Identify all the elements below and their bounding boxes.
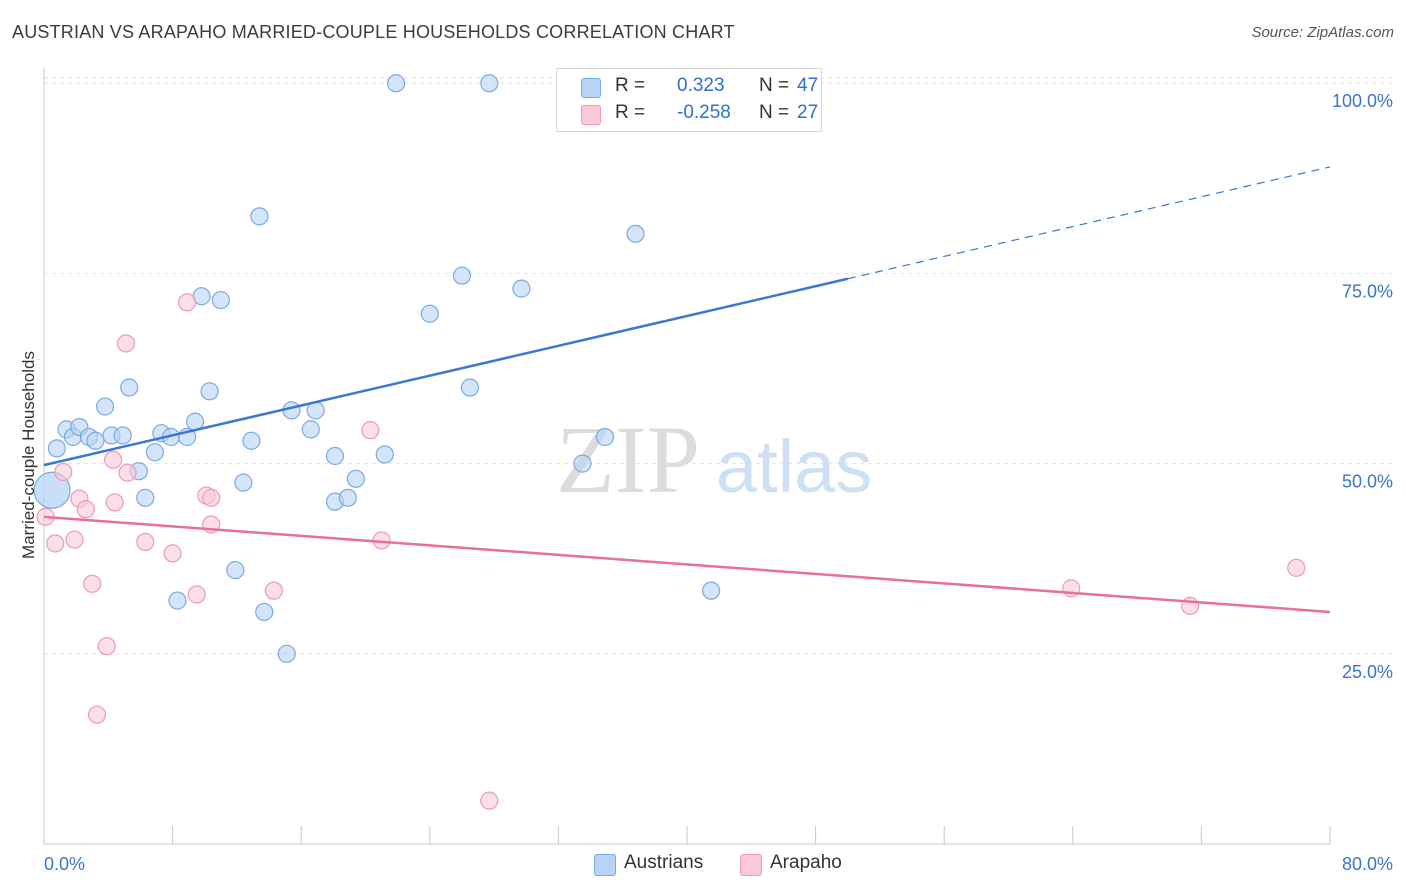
arapaho-point [187,585,206,604]
austrians-point [136,488,155,507]
austrians-trend-extension [847,166,1331,280]
austrians-point [120,378,139,397]
arapaho-point [264,581,283,600]
arapaho-point [76,500,95,519]
austrians-point [702,581,721,600]
austrians-point [250,207,269,226]
legend-n-value: 47 [797,75,819,96]
y-tick-label: 50.0% [1342,472,1393,492]
legend-r-label: R = [615,75,646,96]
legend-n-label: N = [759,102,790,123]
austrians-point [168,591,187,610]
arapaho-point [177,293,197,312]
austrians-trend-line [43,277,849,467]
arapaho-point [46,534,65,553]
legend-r-label: R = [615,102,646,123]
arapaho-point [116,334,136,353]
x-tick-label: 80.0% [1342,854,1393,874]
austrians-point [420,304,439,323]
austrians-point [113,426,132,445]
axes-layer: 25.0% 50.0% 75.0% 100.0% 0.0% 80.0% [43,68,1393,874]
austrians-point [200,382,219,401]
austrians-point [626,224,645,243]
arapaho-point [54,462,73,482]
austrians-point [145,443,165,462]
chart-title: AUSTRIAN VS ARAPAHO MARRIED-COUPLE HOUSE… [12,22,735,42]
austrians-point [255,602,274,622]
arapaho-point [202,488,221,507]
arapaho-point [1287,558,1306,577]
watermark-atlas: atlas [716,425,872,508]
arapaho-point [480,791,499,810]
austrians-point [325,446,345,466]
austrians-point [460,378,480,397]
legend-r-value: -0.258 [677,102,731,123]
trend-layer [43,166,1331,614]
austrians-point [234,473,253,492]
source-label: Source: ZipAtlas.com [1251,24,1394,41]
austrians-point [33,471,71,509]
x-tick-label: 0.0% [44,854,85,874]
arapaho-point [118,463,137,482]
austrians-point [386,74,406,93]
legend-n-value: 27 [797,102,819,123]
arapaho-point [163,544,182,563]
y-tick-label: 100.0% [1332,91,1393,111]
arapaho-point [65,530,84,549]
austrians-point [47,439,66,458]
austrians-point [512,279,531,298]
bottom-legend-swatch-arapaho [740,854,762,876]
austrians-point [375,445,394,464]
austrians-point [301,420,320,439]
arapaho-point [97,637,116,656]
austrians-point [86,431,105,450]
arapaho-point [105,493,124,512]
watermark: ZIP atlas [556,406,872,513]
arapaho-point [1181,596,1200,615]
bottom-legend-label-arapaho: Arapaho [770,852,842,873]
arapaho-point [83,574,102,593]
austrians-point [595,427,615,447]
y-tick-label: 75.0% [1342,281,1393,301]
bottom-legend-swatch-austrians [594,854,616,876]
arapaho-trend-line [43,515,1331,614]
arapaho-point [87,705,107,724]
legend-r-value: 0.323 [677,75,725,96]
legend-box: R = 0.323 N = 47 R = -0.258 N = 27 [556,68,822,132]
austrians-point [573,454,592,473]
arapaho-point [104,450,123,469]
arapaho-point [361,421,380,440]
austrians-point [242,431,261,450]
arapaho-point [136,532,155,552]
bottom-legend-label-austrians: Austrians [624,852,704,873]
austrians-point [211,290,230,310]
y-tick-label: 25.0% [1342,662,1393,682]
austrians-point [277,644,296,663]
legend-swatch-arapaho [581,105,601,125]
austrians-point [95,397,115,416]
austrians-point [346,469,365,488]
legend-swatch-austrians [581,78,601,98]
austrians-point [338,488,357,507]
austrians-point [480,74,499,93]
austrians-point [452,266,472,285]
y-axis-label: Married-couple Households [19,351,38,559]
legend-n-label: N = [759,75,790,96]
austrians-point [226,561,245,580]
